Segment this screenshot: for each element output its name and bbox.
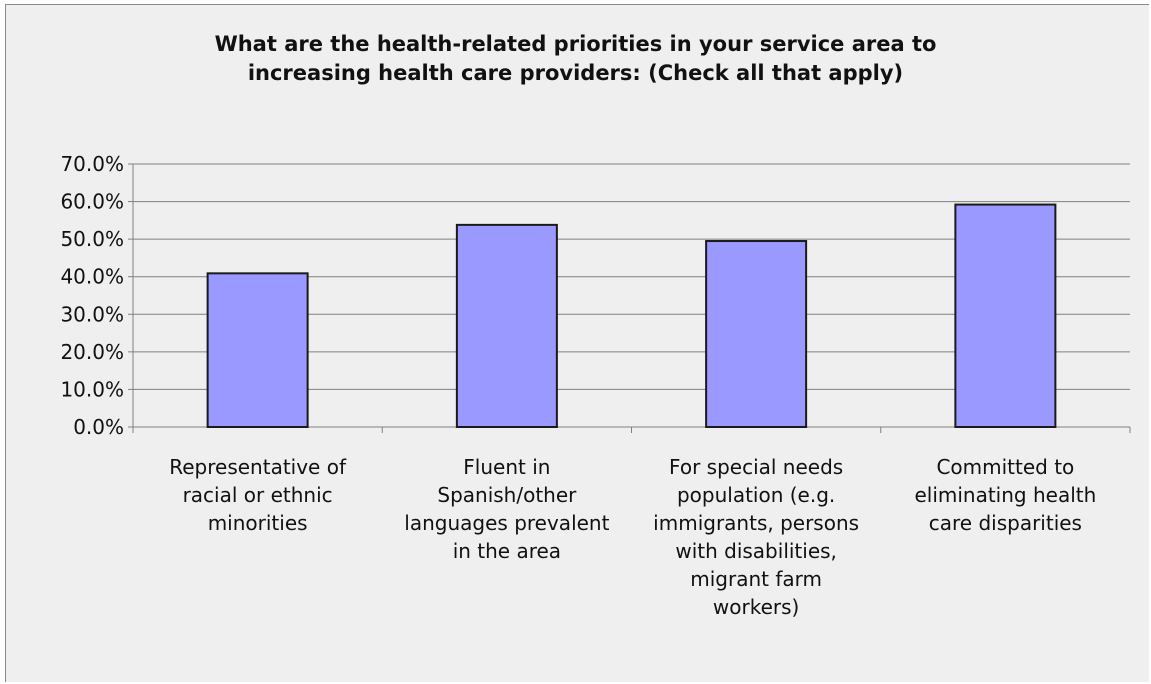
chart-title-line-2: increasing health care providers: (Check…	[247, 61, 904, 85]
x-category-label: For special needs population (e.g. immig…	[653, 455, 860, 619]
bar	[206, 272, 309, 428]
y-axis-tick-labels: 0.0% 10.0% 20.0% 30.0% 40.0% 50.0% 60.0% 70.0%	[60, 152, 124, 439]
y-tick-label: 10.0%	[60, 377, 124, 401]
y-tick-label: 50.0%	[60, 227, 124, 251]
y-tick-label: 70.0%	[60, 152, 124, 176]
bar	[954, 203, 1057, 428]
y-tick-label: 60.0%	[60, 190, 124, 214]
y-tick-label: 20.0%	[60, 340, 124, 364]
x-category-label: Committed to eliminating health care dis…	[914, 455, 1097, 535]
y-tick-label: 30.0%	[60, 302, 124, 326]
x-category-label: Representative of racial or ethnic minor…	[169, 455, 346, 535]
y-tick-label: 40.0%	[60, 265, 124, 289]
bar	[455, 223, 558, 428]
x-category-label: Fluent in Spanish/other languages preval…	[404, 455, 610, 563]
bars	[206, 203, 1057, 428]
bar	[705, 240, 808, 428]
y-tick-label: 0.0%	[73, 415, 124, 439]
chart-title-line-1: What are the health-related priorities i…	[214, 32, 937, 56]
chart-title: What are the health-related priorities i…	[0, 30, 1151, 88]
